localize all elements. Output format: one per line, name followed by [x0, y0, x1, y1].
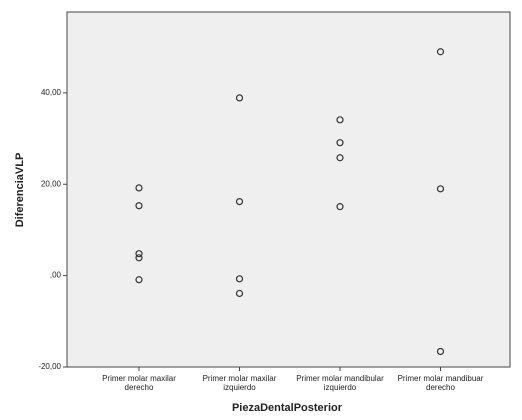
point	[135, 276, 143, 284]
point	[135, 202, 143, 210]
point	[336, 203, 344, 211]
point	[135, 254, 143, 262]
x-tick-label: derecho	[426, 383, 455, 392]
point	[336, 139, 344, 147]
plot-area	[66, 11, 511, 368]
y-tick-label: 40,00	[41, 88, 62, 97]
point	[235, 289, 244, 298]
point	[235, 275, 244, 283]
x-tick-label: derecho	[125, 383, 154, 392]
y-tick-label: 20,00	[41, 179, 62, 188]
x-axis-title: PiezaDentalPosterior	[232, 402, 343, 414]
point	[436, 347, 445, 356]
x-tick-label: izquierdo	[223, 383, 256, 392]
point	[436, 185, 445, 193]
point	[135, 250, 143, 258]
point	[436, 48, 445, 56]
point	[235, 94, 244, 102]
x-tick-label: Primer molar maxilar	[203, 374, 277, 383]
x-tick-label: Primer molar mandibuar	[398, 374, 484, 383]
x-tick-label: Primer molar maxilar	[102, 374, 176, 383]
point	[135, 184, 143, 192]
point	[336, 154, 344, 162]
point	[336, 116, 344, 124]
point	[235, 198, 244, 206]
y-axis-title: DiferenciaVLP	[14, 153, 26, 228]
y-tick-label: ,00	[50, 271, 62, 280]
y-tick-label: -20,00	[38, 362, 61, 371]
x-tick-label: izquierdo	[324, 383, 357, 392]
x-tick-label: Primer molar mandibular	[296, 374, 384, 383]
